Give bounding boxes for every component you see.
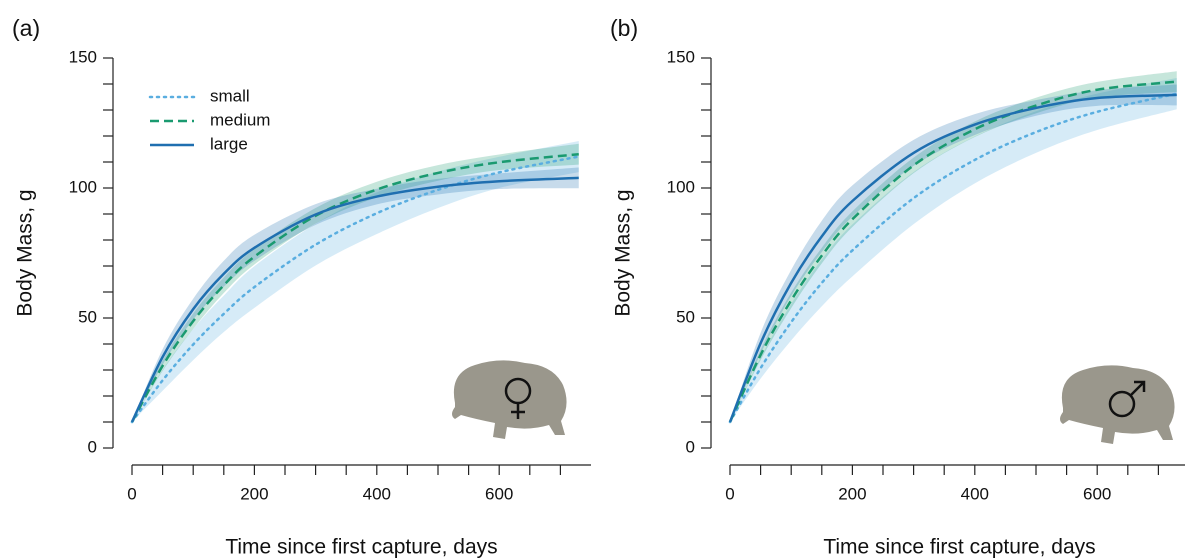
panel-label: (b) [610, 15, 638, 41]
growth-curve [728, 80, 1177, 423]
x-tick-label: 0 [127, 484, 136, 503]
y-tick-label: 100 [69, 177, 97, 196]
panel: (a) Body Mass, g Time since first capture,… [12, 15, 591, 559]
growth-curve [728, 92, 1179, 424]
x-tick-label: 200 [838, 484, 866, 503]
x-axis-title: Time since first capture, days [823, 536, 1095, 559]
male-symbol [1108, 390, 1136, 418]
y-tick-label: 0 [88, 437, 97, 456]
animal-silhouette [1060, 365, 1175, 444]
legend-label: medium [210, 110, 270, 129]
y-tick-label: 0 [686, 437, 695, 456]
x-tick-label: 600 [485, 484, 513, 503]
x-tick-label: 600 [1083, 484, 1111, 503]
growth-curve [728, 93, 1177, 423]
y-tick-label: 50 [78, 307, 97, 326]
panel: (b) Body Mass, g Time since first capture,… [610, 15, 1185, 559]
female-symbol [511, 403, 525, 419]
y-tick-label: 100 [667, 177, 695, 196]
x-tick-label: 200 [240, 484, 268, 503]
confidence-band [132, 140, 579, 422]
confidence-band [730, 84, 1177, 423]
legend-label: large [210, 134, 248, 153]
y-axis-title: Body Mass, g [14, 189, 37, 316]
y-axis-title: Body Mass, g [612, 189, 635, 316]
panel-label: (a) [12, 15, 40, 41]
y-tick-label: 150 [667, 47, 695, 66]
y-tick-label: 50 [676, 307, 695, 326]
growth-curve [130, 176, 579, 423]
confidence-band [730, 78, 1177, 423]
male-symbol [1129, 380, 1146, 397]
x-tick-label: 0 [725, 484, 734, 503]
y-tick-label: 150 [69, 47, 97, 66]
legend-label: small [210, 86, 250, 105]
x-tick-label: 400 [363, 484, 391, 503]
x-tick-label: 400 [961, 484, 989, 503]
x-axis-title: Time since first capture, days [225, 536, 497, 559]
confidence-band [132, 143, 579, 423]
